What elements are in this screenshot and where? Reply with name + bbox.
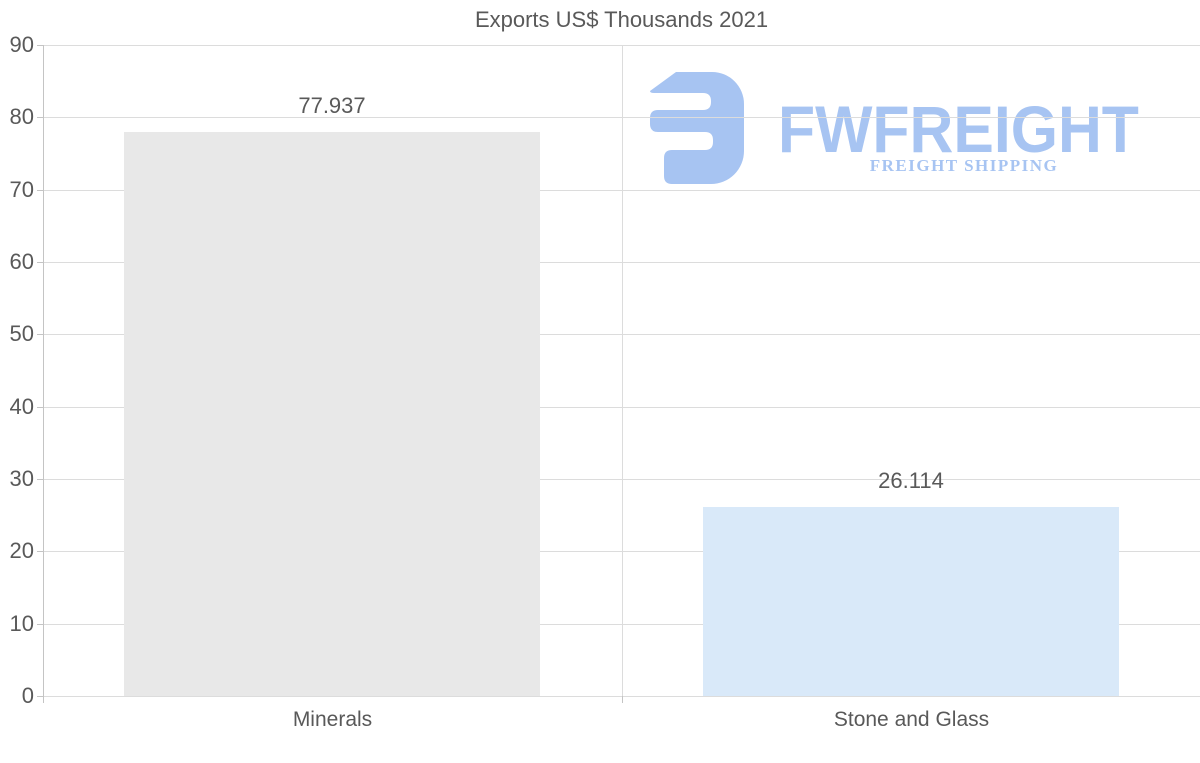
y-tick-label-50: 50 bbox=[9, 321, 34, 346]
gridline-y-20 bbox=[43, 551, 1200, 552]
value-label-minerals: 77.937 bbox=[298, 93, 366, 118]
y-axis-tick-40 bbox=[37, 407, 43, 408]
gridline-y-30 bbox=[43, 479, 1200, 480]
gridline-y-40 bbox=[43, 407, 1200, 408]
logo-text-block: FWFREIGHT FREIGHT SHIPPING bbox=[778, 72, 1150, 184]
y-tick-label-90: 90 bbox=[9, 32, 34, 57]
gridline-y-10 bbox=[43, 624, 1200, 625]
y-tick-label-70: 70 bbox=[9, 177, 34, 202]
y-tick-label-40: 40 bbox=[9, 394, 34, 419]
y-axis-tick-70 bbox=[37, 190, 43, 191]
fwfreight-logo-mark-path bbox=[650, 72, 744, 184]
chart-title: Exports US$ Thousands 2021 bbox=[474, 7, 769, 32]
gridline-y-70 bbox=[43, 190, 1200, 191]
gridline-y-50 bbox=[43, 334, 1200, 335]
y-axis-tick-50 bbox=[37, 334, 43, 335]
y-axis-tick-0 bbox=[37, 696, 43, 697]
bar-stone-and-glass bbox=[703, 507, 1119, 696]
gridline-y-90 bbox=[43, 45, 1200, 46]
logo-tagline: FREIGHT SHIPPING bbox=[869, 156, 1059, 175]
bar-minerals bbox=[124, 132, 540, 696]
y-axis-tick-90 bbox=[37, 45, 43, 46]
gridline-y-60 bbox=[43, 262, 1200, 263]
y-tick-label-60: 60 bbox=[9, 249, 34, 274]
y-axis-line bbox=[43, 45, 44, 703]
y-tick-label-80: 80 bbox=[9, 104, 34, 129]
x-axis-tick-1 bbox=[622, 696, 623, 703]
y-tick-label-30: 30 bbox=[9, 466, 34, 491]
y-axis-tick-30 bbox=[37, 479, 43, 480]
gridline-y-80 bbox=[43, 117, 1200, 118]
gridline-y-0 bbox=[43, 696, 1200, 697]
y-axis-tick-80 bbox=[37, 117, 43, 118]
y-tick-label-10: 10 bbox=[9, 611, 34, 636]
logo-wordmark: FWFREIGHT bbox=[778, 92, 1139, 166]
category-label-minerals: Minerals bbox=[292, 708, 373, 731]
category-label-stone-and-glass: Stone and Glass bbox=[833, 708, 990, 731]
y-tick-label-20: 20 bbox=[9, 538, 34, 563]
fwfreight-logo-icon bbox=[650, 72, 744, 184]
y-axis-tick-20 bbox=[37, 551, 43, 552]
gridline-x-divider-1 bbox=[622, 45, 623, 696]
y-axis-tick-60 bbox=[37, 262, 43, 263]
y-tick-label-0: 0 bbox=[21, 683, 34, 708]
y-axis-tick-10 bbox=[37, 624, 43, 625]
value-label-stone-and-glass: 26.114 bbox=[878, 468, 944, 493]
fwfreight-logo: FWFREIGHT FREIGHT SHIPPING bbox=[650, 72, 1150, 184]
